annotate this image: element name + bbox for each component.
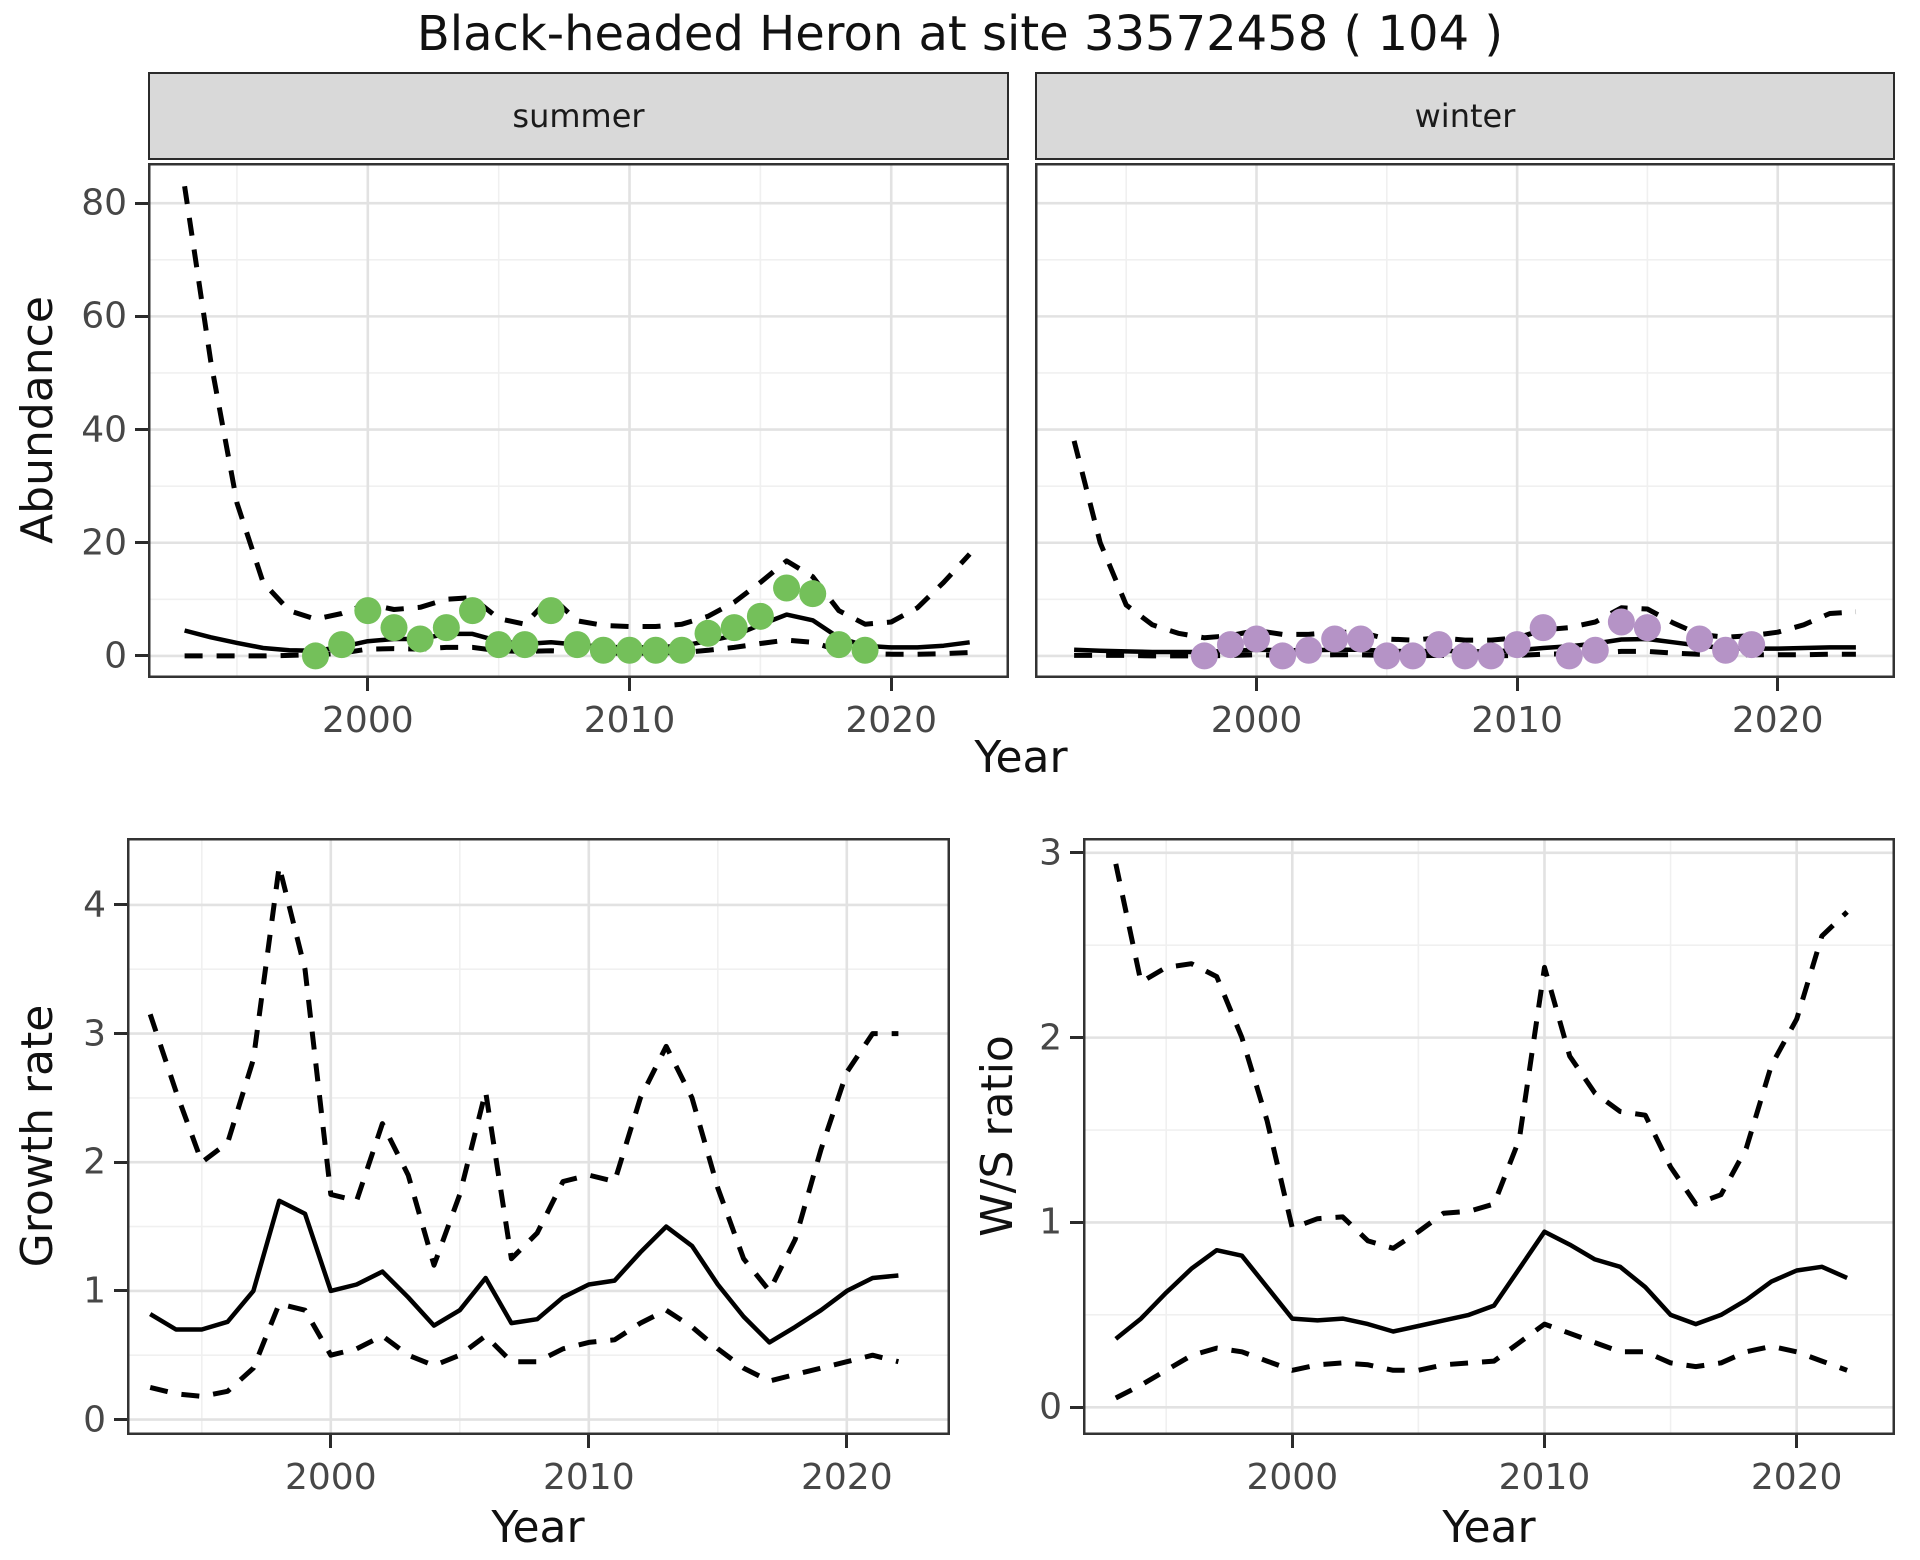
tick-mark (1795, 1435, 1799, 1448)
facet-strip-summer-label: summer (512, 97, 645, 135)
tick-mark (135, 428, 148, 432)
y-axis-title-growth-rate: Growth rate (12, 1004, 63, 1268)
y-axis-title-abundance: Abundance (12, 296, 63, 544)
tick-mark (1776, 678, 1780, 691)
tick-mark (135, 541, 148, 545)
facet-strip-winter-label: winter (1414, 97, 1516, 135)
chart-title: Black-headed Heron at site 33572458 ( 10… (416, 6, 1504, 62)
tick-mark (329, 1435, 333, 1448)
tick-mark (1070, 851, 1083, 855)
panel-ws-ratio (1083, 838, 1895, 1435)
tick-label-x: 2010 (542, 1457, 635, 1498)
tick-mark (1290, 1435, 1294, 1448)
panel-growth-rate (127, 838, 950, 1435)
y-axis-title-ws-ratio: W/S ratio (972, 1035, 1023, 1237)
tick-label-x: 2010 (1498, 1457, 1591, 1498)
tick-label-x: 2020 (800, 1457, 893, 1498)
tick-mark (114, 903, 127, 907)
panel-abundance-winter (1035, 163, 1895, 678)
tick-mark (628, 678, 632, 691)
facet-strip-summer: summer (148, 72, 1009, 160)
facet-strip-winter: winter (1035, 72, 1895, 160)
tick-mark (889, 678, 893, 691)
tick-label-x: 2020 (1731, 700, 1824, 741)
tick-mark (114, 1032, 127, 1036)
tick-label-y: 0 (83, 1399, 106, 1441)
tick-mark (114, 1289, 127, 1293)
tick-mark (135, 201, 148, 205)
tick-mark (1542, 1435, 1546, 1448)
tick-mark (1070, 1220, 1083, 1224)
x-axis-title-year-top: Year (974, 732, 1068, 783)
tick-label-x: 2000 (322, 700, 414, 741)
tick-label-x: 2000 (285, 1457, 377, 1498)
tick-mark (114, 1160, 127, 1164)
tick-mark (1255, 678, 1258, 691)
tick-mark (135, 654, 148, 658)
tick-mark (114, 1418, 127, 1422)
tick-mark (587, 1435, 591, 1448)
tick-mark (845, 1435, 849, 1448)
tick-label-x: 2010 (1471, 700, 1563, 741)
tick-mark (366, 678, 370, 691)
panel-abundance-summer (148, 163, 1009, 678)
tick-mark (1515, 678, 1519, 691)
tick-label-x: 2000 (1246, 1457, 1339, 1498)
tick-mark (1070, 1405, 1083, 1409)
x-axis-title-year-bottom-right: Year (1442, 1502, 1536, 1553)
tick-label-x: 2020 (1750, 1457, 1843, 1498)
tick-mark (1070, 1036, 1083, 1040)
x-axis-title-year-bottom-left: Year (491, 1502, 585, 1553)
tick-mark (135, 314, 148, 318)
